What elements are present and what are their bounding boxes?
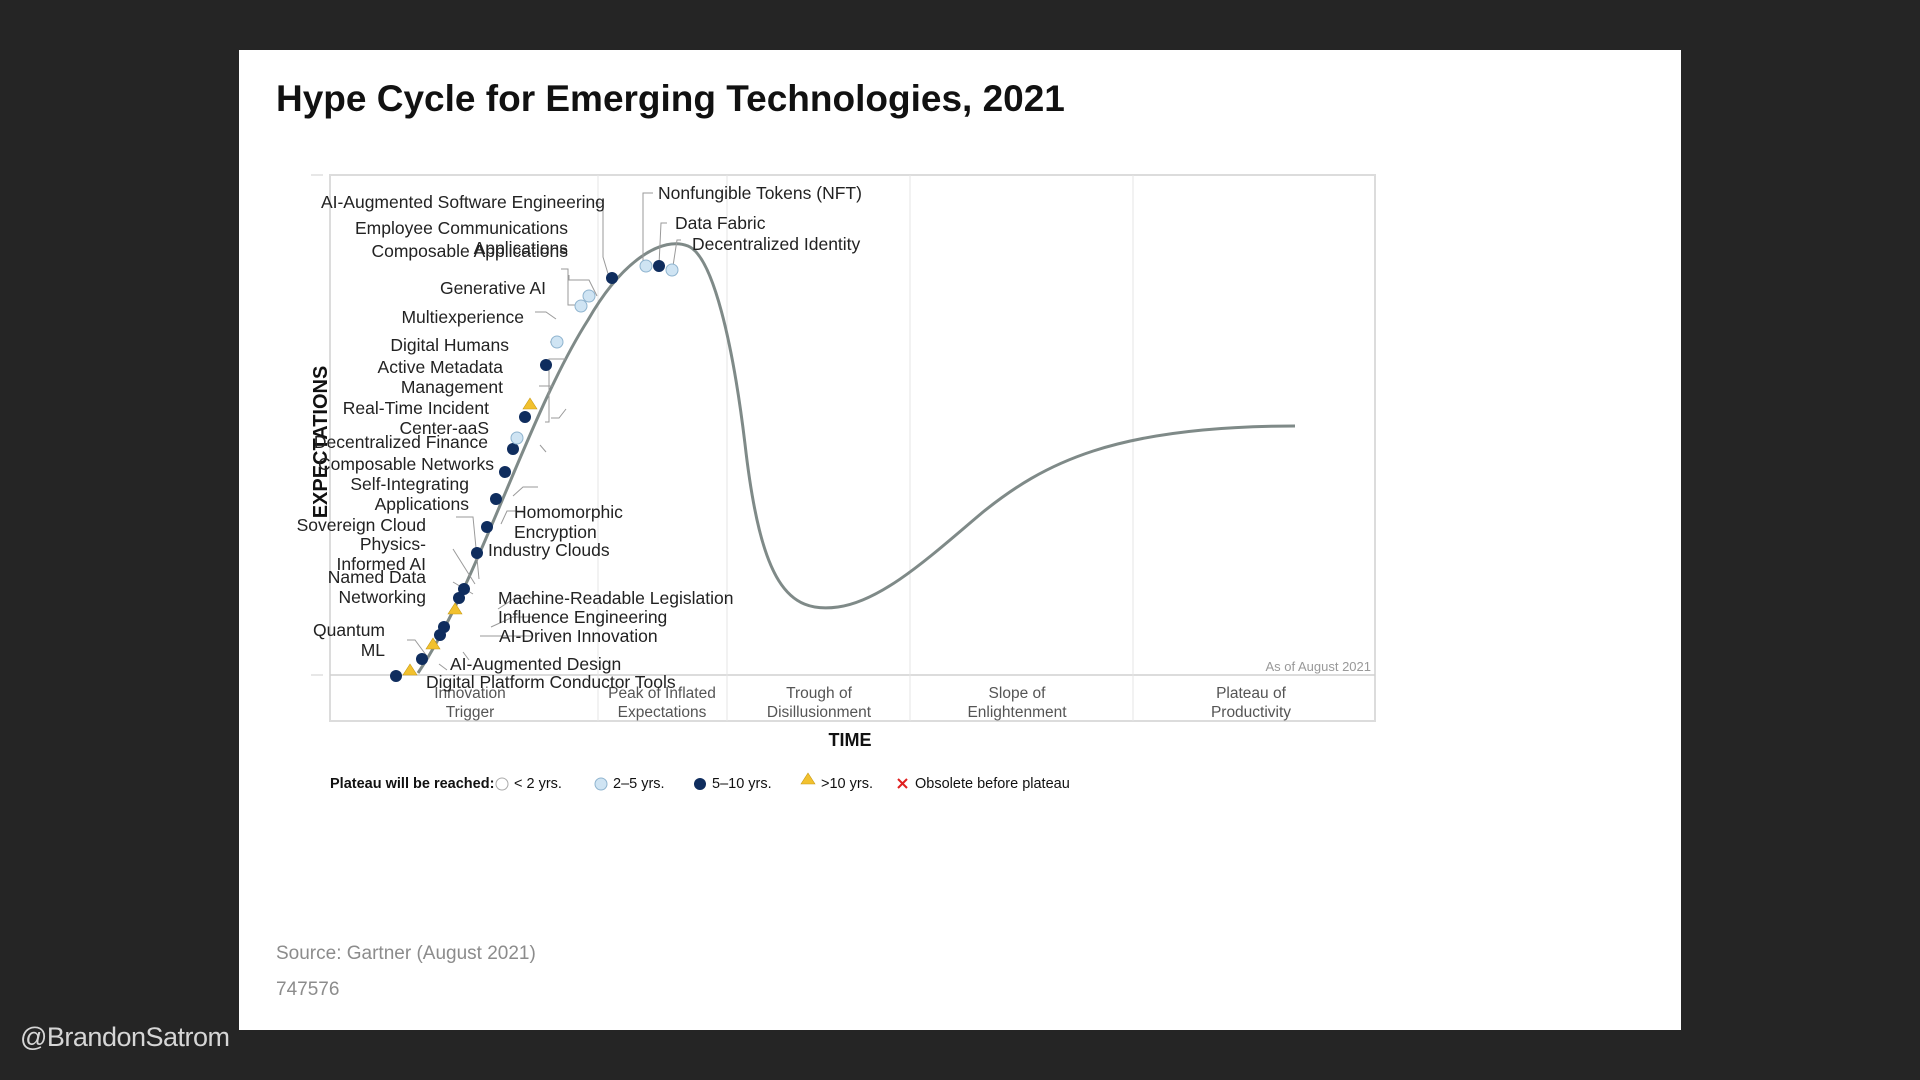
tech-label-ai-augmented-software-engineering: AI-Augmented Software Engineering — [321, 192, 605, 212]
y-axis-title: EXPECTATIONS — [310, 366, 332, 519]
marker-digital-humans — [522, 397, 538, 410]
legend: Plateau will be reached: < 2 yrs. 2–5 yr… — [330, 772, 1070, 792]
hype-cycle-chart: EXPECTATIONS TIME As of August 2021 Inno… — [297, 174, 1376, 792]
phase-label-plateau: Plateau of Productivity — [1211, 685, 1291, 721]
tech-label-decentralized-identity: Decentralized Identity — [692, 234, 861, 254]
tech-label-digital-platform-conductor-tools: Digital Platform Conductor Tools — [426, 672, 676, 692]
marker-generative-ai — [550, 335, 564, 349]
marker-data-fabric — [653, 260, 665, 272]
tech-label-decentralized-finance: Decentralized Finance — [314, 432, 488, 452]
leader-line — [462, 651, 470, 661]
legend-marker-2to5 — [594, 777, 608, 791]
date-note: As of August 2021 — [1265, 659, 1371, 674]
legend-label-5to10: 5–10 yrs. — [712, 776, 772, 792]
marker-composable-applications — [574, 299, 588, 313]
tech-label-sovereign-cloud: Sovereign Cloud — [297, 515, 426, 535]
tech-label-digital-humans: Digital Humans — [390, 335, 509, 355]
marker-ai-augmented-software-engineering — [606, 272, 618, 284]
phase-label-trough: Trough of Disillusionment — [767, 685, 872, 721]
marker-digital-platform-conductor-tools — [402, 663, 418, 676]
tech-label-quantum-ml: Quantum ML — [313, 620, 385, 660]
leader-line — [490, 616, 533, 628]
legend-marker-gt10 — [800, 772, 816, 785]
tech-label-ai-driven-innovation: AI-Driven Innovation — [499, 626, 658, 646]
phase-label-peak: Peak of Inflated Expectations — [608, 685, 716, 721]
marker-homomorphic-encryption — [481, 521, 493, 533]
x-axis-title: TIME — [829, 730, 872, 750]
marker-self-integrating-applications — [490, 493, 502, 505]
marker-composable-networks — [499, 466, 511, 478]
tech-label-homomorphic-encryption: Homomorphic Encryption — [514, 502, 623, 542]
leader-line — [452, 548, 476, 585]
tech-label-generative-ai: Generative AI — [440, 278, 546, 298]
legend-label-2to5: 2–5 yrs. — [613, 776, 665, 792]
tech-label-composable-applications: Composable Applications — [371, 241, 568, 261]
marker-decentralized-finance — [507, 443, 519, 455]
leader-line — [407, 639, 430, 660]
document-id: 747576 — [276, 979, 340, 1000]
marker-sovereign-cloud — [458, 583, 470, 595]
marker-ai-augmented-design — [416, 653, 428, 665]
marker-nonfungible-tokens-nft — [639, 259, 653, 273]
watermark-handle: @BrandonSatrom — [20, 1022, 230, 1052]
tech-label-composable-networks: Composable Networks — [318, 454, 494, 474]
tech-label-influence-engineering: Influence Engineering — [498, 607, 667, 627]
legend-title: Plateau will be reached: — [330, 776, 494, 792]
hype-curve — [416, 242, 1296, 674]
tech-label-real-time-incident-center-aas: Real-Time Incident Center-aaS — [343, 398, 489, 438]
marker-active-metadata-management — [519, 411, 531, 423]
tech-label-nonfungible-tokens-nft: Nonfungible Tokens (NFT) — [658, 183, 862, 203]
slide-title: Hype Cycle for Emerging Technologies, 20… — [276, 78, 1065, 119]
leader-line — [568, 275, 598, 297]
slide: Hype Cycle for Emerging Technologies, 20… — [239, 50, 1681, 1030]
marker-physics-informed-ai — [453, 592, 465, 604]
leader-line — [535, 311, 557, 320]
leader-line — [551, 408, 567, 419]
leader-line — [512, 486, 538, 497]
leader-line — [595, 202, 610, 278]
tech-label-active-metadata-management: Active Metadata Management — [378, 357, 504, 397]
tech-label-named-data-networking: Named Data Networking — [328, 567, 427, 607]
leader-line — [438, 663, 448, 671]
legend-label-lt2: < 2 yrs. — [514, 776, 562, 792]
tech-label-machine-readable-legislation: Machine-Readable Legislation — [498, 588, 733, 608]
leader-line — [672, 239, 681, 267]
marker-named-data-networking — [447, 602, 463, 615]
leader-line — [642, 192, 653, 265]
leader-line — [561, 268, 577, 306]
marker-employee-communications-applications — [582, 289, 596, 303]
source-line: Source: Gartner (August 2021) — [276, 943, 536, 964]
legend-marker-5to10 — [694, 778, 706, 790]
tech-label-data-fabric: Data Fabric — [675, 213, 766, 233]
legend-label-gt10: >10 yrs. — [821, 776, 873, 792]
phase-label-slope: Slope of Enlightenment — [967, 685, 1067, 721]
legend-label-obsolete: Obsolete before plateau — [915, 776, 1070, 792]
technology-labels: Digital Platform Conductor Tools Quantum… — [297, 183, 862, 692]
tech-label-employee-communications-applications: Employee Communications Applications — [355, 218, 568, 258]
markers — [390, 259, 679, 682]
marker-ai-driven-innovation — [425, 637, 441, 650]
marker-decentralized-identity — [665, 263, 679, 277]
marker-machine-readable-legislation — [438, 621, 450, 633]
tech-label-physics-informed-ai: Physics-Informed AI — [337, 534, 427, 574]
phase-label-innovation-trigger: Innovation Trigger — [434, 685, 506, 721]
legend-marker-lt2 — [495, 777, 509, 791]
leader-line — [658, 222, 667, 266]
tech-label-self-integrating-applications: Self-Integrating Applications — [350, 474, 469, 514]
tech-label-multiexperience: Multiexperience — [401, 307, 524, 327]
marker-quantum-ml — [390, 670, 402, 682]
leader-line — [539, 444, 547, 453]
marker-real-time-incident-center-aas — [510, 431, 524, 445]
tech-label-ai-augmented-design: AI-Augmented Design — [450, 654, 621, 674]
leader-line — [497, 597, 533, 610]
legend-marker-obsolete — [897, 778, 908, 789]
marker-industry-clouds — [471, 547, 483, 559]
plot-frame — [329, 174, 1376, 722]
marker-multiexperience — [540, 359, 552, 371]
leader-line — [500, 510, 523, 525]
leader-line — [545, 358, 566, 423]
tech-label-industry-clouds: Industry Clouds — [488, 540, 610, 560]
